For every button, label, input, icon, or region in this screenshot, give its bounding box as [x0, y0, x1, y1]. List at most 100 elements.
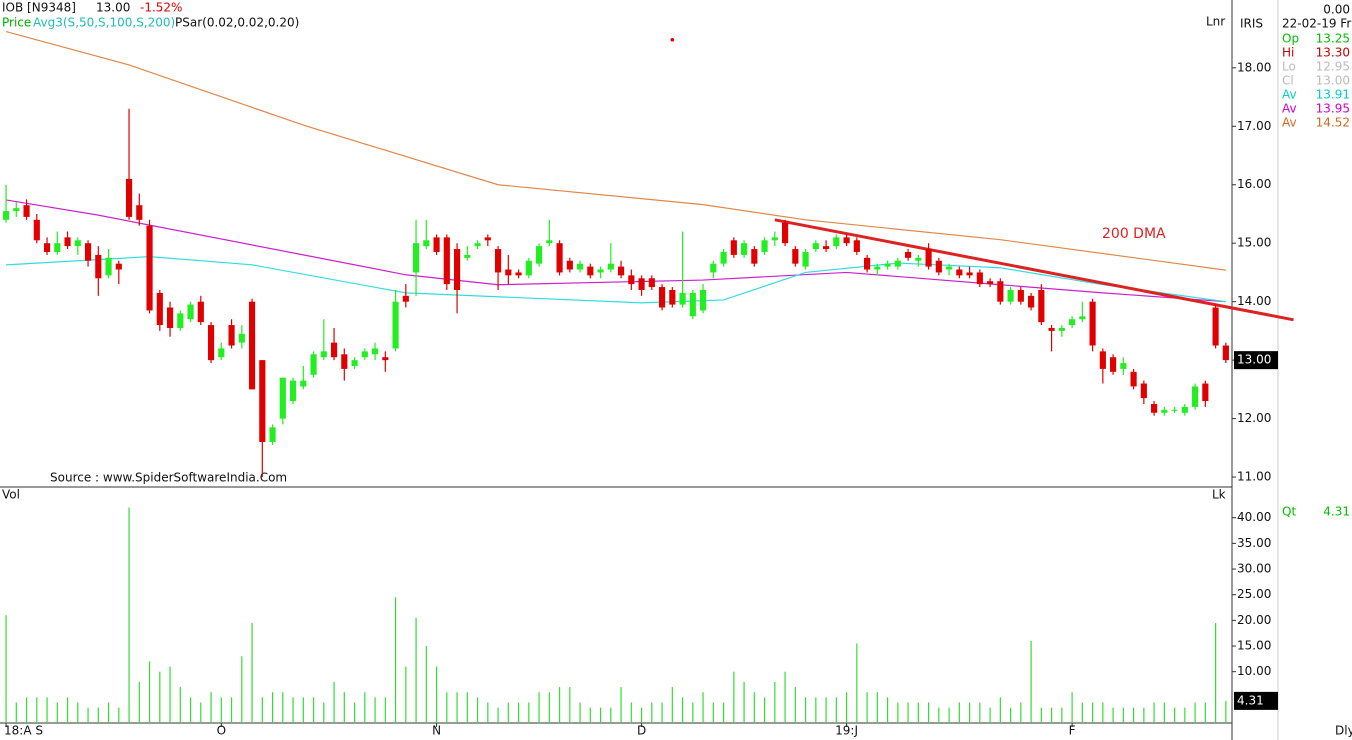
candle-body [843, 237, 850, 244]
candle-body [823, 246, 830, 250]
candle-body [976, 272, 983, 285]
candle-body [33, 219, 40, 241]
last-price: 13.00 [1237, 353, 1271, 367]
moving-average [5, 199, 1226, 303]
candle-body [782, 222, 789, 244]
quote-label: Av [1282, 102, 1297, 116]
candle-body [925, 249, 932, 267]
moving-average [6, 256, 1226, 304]
scale-mode: Lk [1212, 488, 1226, 502]
y-tick-label: 11.00 [1237, 470, 1271, 484]
candle-body [566, 260, 573, 270]
candle-body [771, 237, 778, 241]
panel-top: 0.00 [1323, 3, 1350, 17]
x-tick-label: O [217, 724, 226, 738]
candle-body [700, 289, 707, 311]
candle-body [792, 249, 799, 264]
price-label: Price [2, 16, 31, 30]
candle-body [187, 304, 194, 320]
y-tick-label: 12.00 [1237, 411, 1271, 425]
candle-body [1181, 406, 1188, 413]
candle-body [689, 292, 696, 317]
candle-body [905, 251, 912, 258]
quote-value: 13.25 [1316, 32, 1350, 46]
candle-body [84, 243, 92, 261]
candle-body [371, 348, 379, 355]
candle-body [320, 351, 327, 358]
candle-body [1192, 386, 1199, 407]
y-tick-label: 17.00 [1237, 119, 1271, 133]
candle-body [443, 237, 450, 285]
change: -1.52% [140, 1, 182, 15]
source: Source : www.SpiderSoftwareIndia.Com [50, 471, 287, 485]
candle-body [382, 357, 389, 361]
candle-body [228, 325, 235, 346]
moving-average [5, 30, 1226, 271]
candle-body [935, 260, 942, 273]
candle-body [494, 249, 502, 273]
avg-label: Avg3(S,50,S,100,S,200) [33, 16, 175, 30]
candle-body [1130, 371, 1137, 387]
candle-body [259, 360, 266, 442]
candle-body [751, 249, 758, 264]
candle-body [115, 263, 122, 270]
volume-label: Vol [2, 488, 20, 502]
candle-body [915, 257, 922, 261]
candle-body [1028, 295, 1035, 308]
candle-body [525, 260, 532, 276]
candle-body [238, 333, 245, 343]
candle-body [13, 208, 20, 212]
y-tick-label: 35.00 [1237, 536, 1271, 550]
candle-body [125, 178, 133, 217]
last-volume: 4.31 [1237, 693, 1264, 707]
candle-body [720, 251, 727, 264]
candle-body [884, 263, 891, 267]
candle-body [556, 243, 563, 273]
candle-body [23, 205, 30, 217]
quote-value: 12.95 [1316, 60, 1350, 74]
quote-value: 13.95 [1316, 102, 1350, 116]
y-tick-label: 16.00 [1237, 177, 1271, 191]
qt-value: 4.31 [1323, 505, 1350, 519]
candle-body [628, 275, 635, 285]
candle-body [1099, 351, 1106, 369]
qt-label: Qt [1282, 505, 1296, 519]
candle-body [1038, 289, 1045, 323]
candle-body [710, 263, 717, 273]
panel-name: IRIS [1240, 17, 1263, 31]
candle-body [1007, 289, 1014, 302]
candle-body [341, 354, 348, 369]
y-tick-label: 18.00 [1237, 60, 1271, 74]
candle-body [546, 240, 553, 244]
candle-body [946, 266, 953, 270]
quote-label: Cl [1282, 74, 1294, 88]
candle-body [617, 266, 625, 276]
candle-body [453, 249, 461, 290]
candle-body [1058, 327, 1065, 331]
candle-body [761, 240, 768, 252]
last: 13.00 [96, 1, 130, 15]
candle-body [351, 360, 358, 366]
scale-mode: Lnr [1206, 15, 1225, 29]
candle-body [392, 301, 399, 349]
period: Dly [1335, 724, 1352, 738]
candle-body [1089, 301, 1096, 346]
candle-body [1017, 289, 1024, 302]
candle-body [864, 257, 871, 270]
last-price-box [1234, 351, 1278, 370]
quote-value: 13.00 [1316, 74, 1350, 88]
candle-body [146, 225, 153, 311]
candle-body [1222, 345, 1229, 361]
candle-body [464, 254, 471, 258]
quote-value: 14.52 [1316, 116, 1350, 130]
candle-body [207, 325, 215, 361]
candle-body [136, 205, 143, 220]
candle-body [1151, 403, 1158, 413]
candle-body [300, 380, 307, 387]
candle-body [535, 246, 543, 264]
candle-body [741, 243, 748, 255]
candle-body [1202, 383, 1209, 402]
y-tick-label: 20.00 [1237, 613, 1271, 627]
